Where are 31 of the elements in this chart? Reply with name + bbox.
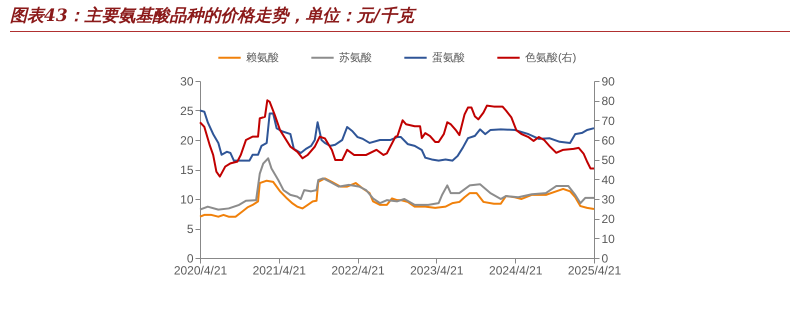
- x-tick-label: 2022/4/21: [331, 264, 386, 278]
- legend-label: 苏氨酸: [339, 50, 372, 64]
- y-tick-label: 10: [180, 192, 194, 206]
- x-tick-label: 2020/4/21: [174, 264, 228, 278]
- chart-title: 图表43：主要氨基酸品种的价格走势，单位：元/千克: [10, 4, 790, 32]
- x-tick-label: 2025/4/21: [568, 264, 622, 278]
- y-tick-label: 25: [180, 104, 194, 118]
- y2-tick-label: 50: [602, 153, 616, 168]
- line-series: [199, 99, 595, 178]
- y-tick-label: 30: [180, 74, 194, 88]
- y2-tick-label: 60: [602, 134, 616, 148]
- legend-label: 赖氨酸: [246, 52, 279, 64]
- x-tick-label: 2024/4/21: [489, 264, 543, 278]
- x-tick-label: 2021/4/21: [252, 264, 306, 278]
- y2-tick-label: 0: [602, 252, 608, 266]
- line-series: [199, 110, 595, 162]
- y2-tick-label: 30: [602, 192, 616, 206]
- line-series: [199, 177, 595, 218]
- y2-tick-label: 20: [602, 212, 616, 226]
- y2-tick-label: 10: [602, 232, 616, 246]
- y-tick-label: 0: [186, 252, 194, 266]
- legend-label: 色氨酸(右): [525, 52, 576, 64]
- y2-tick-label: 40: [602, 172, 616, 187]
- y-tick-label: 5: [186, 222, 194, 236]
- y2-tick-label: 80: [602, 94, 616, 108]
- y-tick-label: 20: [180, 134, 194, 148]
- y2-tick-label: 90: [602, 74, 616, 88]
- y-tick-label: 15: [180, 163, 194, 177]
- legend-label: 蛋氨酸: [432, 52, 465, 64]
- y2-tick-label: 70: [602, 114, 616, 128]
- x-tick-label: 2023/4/21: [410, 264, 464, 278]
